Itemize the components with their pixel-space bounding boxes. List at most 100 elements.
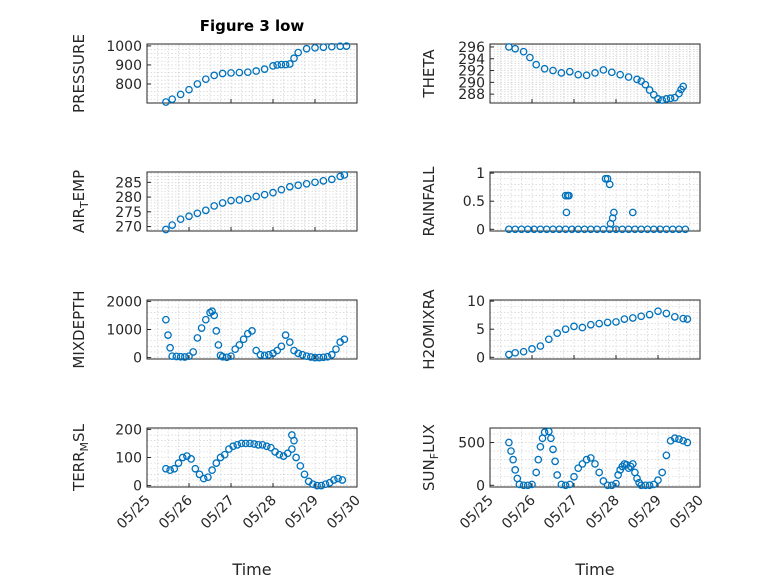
data-point — [252, 346, 261, 355]
data-point — [180, 353, 189, 361]
data-point — [187, 455, 195, 463]
y-axis-label-subscript: T — [78, 201, 91, 209]
axes-frame — [489, 43, 701, 104]
data-point — [683, 315, 692, 323]
y-tick-label: 0 — [133, 479, 142, 495]
data-point — [208, 307, 216, 316]
data-point — [591, 460, 599, 468]
data-point — [321, 480, 330, 489]
data-point — [264, 350, 273, 359]
x-tick-label: 05/30 — [324, 493, 364, 533]
y-tick-label: 10 — [467, 294, 485, 310]
data-point — [628, 314, 637, 322]
y-tick-label: 500 — [458, 436, 485, 452]
data-point — [168, 221, 177, 229]
data-point — [679, 436, 688, 445]
data-point — [332, 345, 340, 354]
data-point — [313, 481, 321, 490]
data-point — [300, 470, 309, 479]
data-point — [212, 459, 221, 467]
x-tick-label: 05/27 — [198, 493, 238, 533]
data-point — [197, 324, 206, 332]
data-point — [275, 450, 284, 459]
data-point — [509, 455, 517, 464]
y-axis-label: MIXDEPTH — [70, 290, 88, 368]
data-point — [547, 434, 555, 443]
x-tick-label: 05/26 — [499, 492, 539, 532]
data-point — [607, 481, 616, 490]
y-tick-label: 1 — [476, 166, 485, 182]
data-point — [582, 71, 591, 80]
data-point — [654, 95, 662, 103]
data-point — [586, 454, 595, 462]
y-axis-label-main: MIXDEPTH — [70, 290, 88, 368]
data-point — [239, 335, 248, 344]
x-tick-label: 05/29 — [282, 493, 322, 533]
data-point — [243, 194, 252, 203]
data-point — [162, 315, 170, 324]
data-point — [162, 225, 170, 234]
subplot-rainfall: 0 0.5 1 RAINFALL — [420, 166, 701, 238]
data-point — [185, 352, 193, 361]
y-tick-label: 1000 — [106, 39, 142, 55]
data-point — [553, 329, 562, 338]
y-axis-label-main: PRESSURE — [70, 34, 88, 113]
y-axis-label: AIRTEMP — [70, 170, 91, 233]
data-point — [220, 450, 229, 459]
data-point — [549, 445, 557, 454]
y-tick-label: 296 — [458, 40, 485, 56]
y-axis-label-main: SUN — [420, 459, 438, 491]
data-point — [641, 80, 650, 89]
y-tick-label: 5 — [476, 322, 485, 338]
x-tick-label: 05/26 — [156, 492, 196, 532]
y-tick-label: 800 — [115, 77, 142, 93]
data-point — [199, 474, 208, 483]
data-point — [340, 335, 349, 344]
data-point — [258, 441, 267, 449]
data-point — [277, 185, 286, 194]
data-point — [288, 445, 296, 453]
data-point — [637, 481, 646, 490]
data-point — [189, 348, 198, 356]
data-point — [212, 327, 221, 335]
data-point — [565, 480, 574, 489]
data-point — [269, 188, 277, 197]
data-point — [290, 436, 298, 445]
data-point — [620, 315, 629, 323]
y-tick-label: 0 — [133, 351, 142, 367]
y-tick-label: 0 — [476, 478, 485, 494]
data-point — [574, 70, 583, 79]
y-axis-label: PRESSURE — [70, 34, 88, 113]
data-point — [582, 455, 591, 464]
y-tick-label: 270 — [115, 220, 142, 236]
data-point — [178, 453, 187, 462]
y-axis-label-suffix: LUX — [420, 424, 438, 453]
y-tick-label: 0.5 — [463, 194, 485, 210]
data-point — [670, 313, 679, 321]
data-point — [210, 311, 219, 320]
data-point — [302, 44, 311, 53]
data-point — [536, 442, 545, 451]
data-point — [515, 480, 524, 489]
data-point — [662, 95, 671, 103]
y-tick-label: 290 — [458, 75, 485, 91]
data-point — [523, 481, 532, 490]
data-point — [164, 331, 172, 339]
data-point — [624, 464, 633, 473]
data-point — [561, 325, 570, 334]
data-point — [311, 353, 319, 362]
x-tick-label: 05/28 — [583, 493, 623, 533]
data-point — [176, 90, 185, 99]
data-point — [252, 192, 261, 201]
data-point — [294, 181, 303, 190]
data-point — [210, 71, 219, 80]
data-point — [605, 180, 614, 189]
data-point — [285, 338, 294, 346]
y-tick-label: 200 — [115, 422, 142, 438]
data-point — [519, 47, 528, 56]
data-point — [534, 455, 543, 464]
data-point — [243, 68, 252, 77]
data-point — [218, 69, 227, 78]
data-point — [603, 318, 612, 327]
